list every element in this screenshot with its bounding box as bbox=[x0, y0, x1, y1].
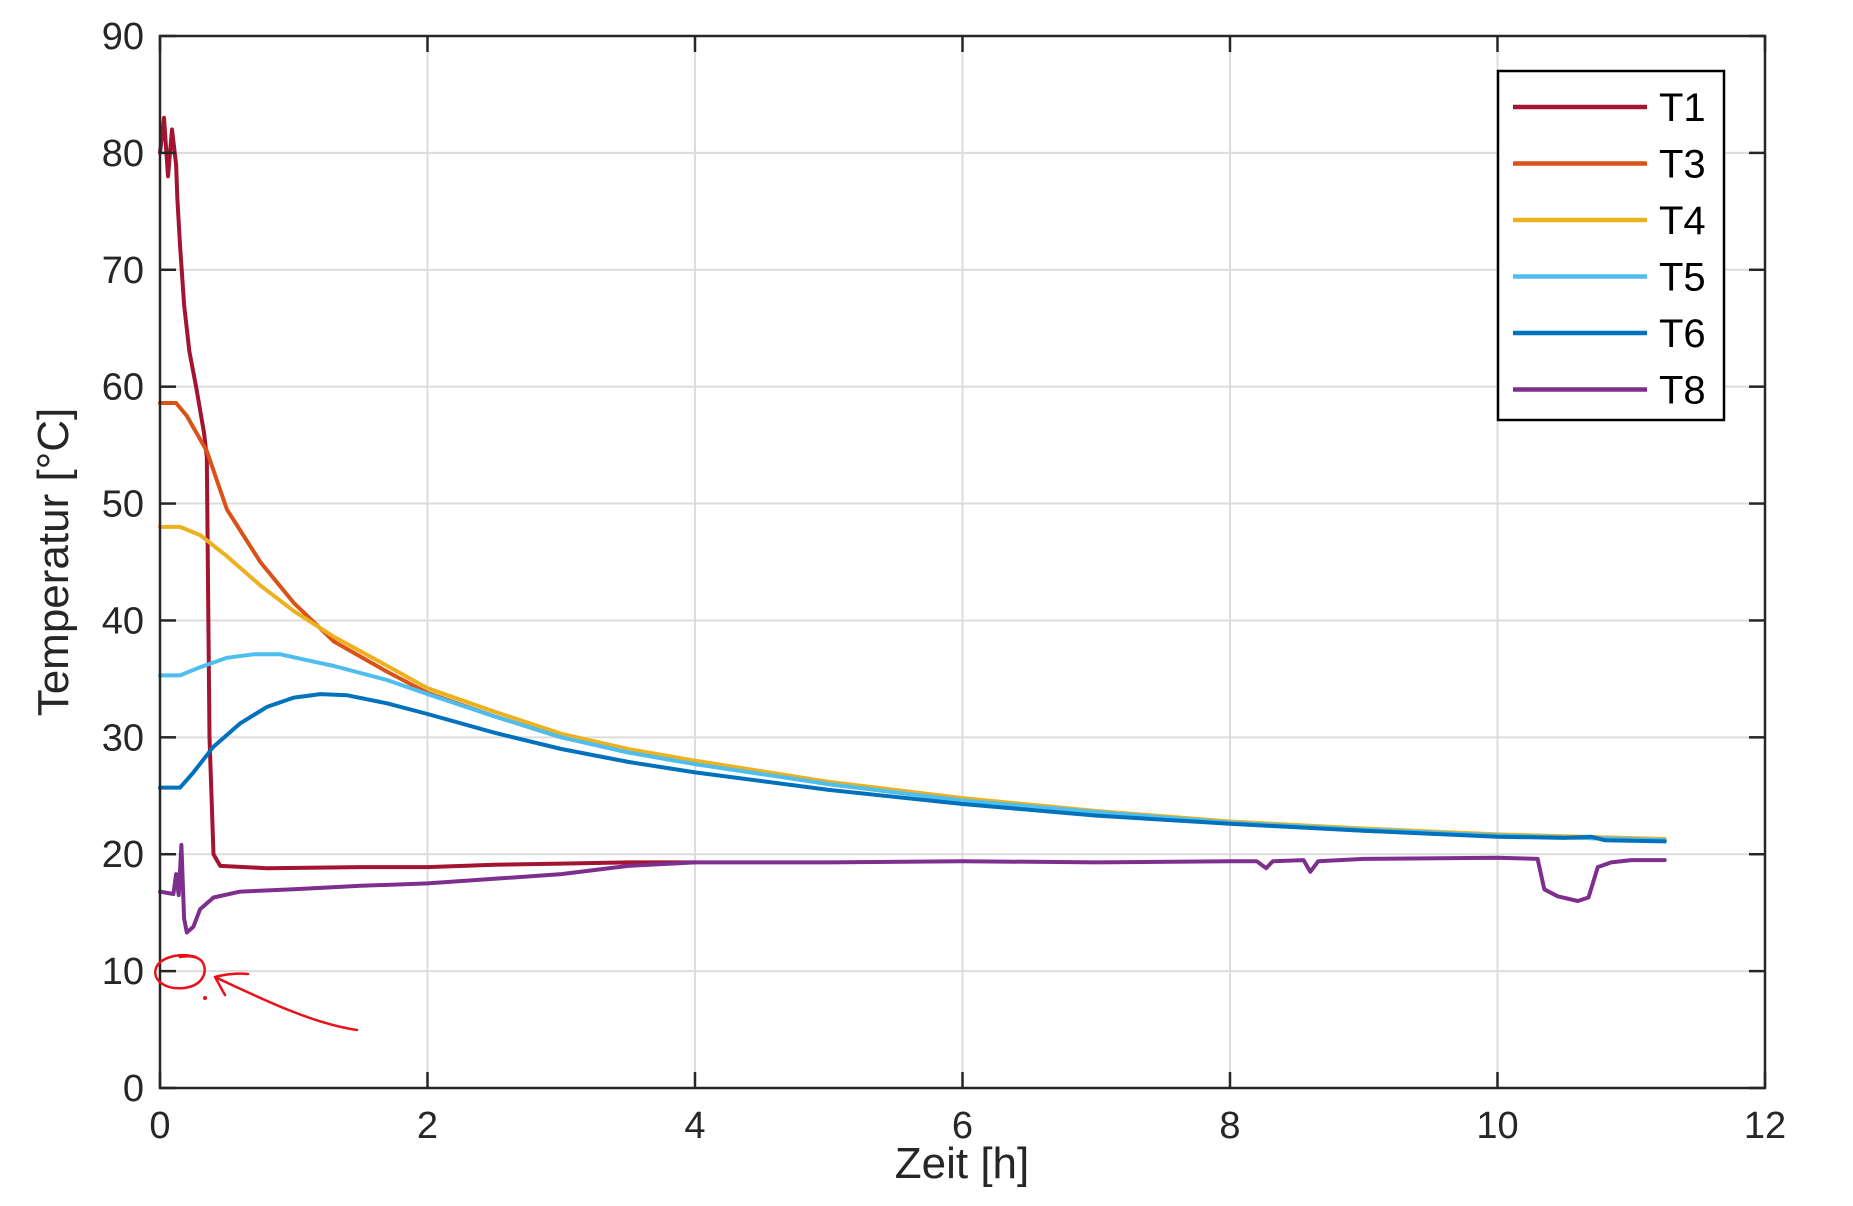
x-tick-label: 8 bbox=[1219, 1105, 1240, 1147]
x-tick-label: 0 bbox=[149, 1105, 170, 1147]
y-tick-label: 60 bbox=[102, 367, 144, 409]
x-tick-label: 12 bbox=[1744, 1105, 1786, 1147]
legend-box bbox=[1496, 69, 1726, 422]
y-tick-label: 50 bbox=[102, 484, 144, 526]
x-tick-label: 6 bbox=[952, 1105, 973, 1147]
legend: T1 T3 T4 T5 T6 T8 bbox=[1496, 69, 1726, 422]
annotation-dot bbox=[203, 996, 207, 1000]
legend-label-t1: T1 bbox=[1659, 86, 1706, 130]
legend-entries: T1 T3 T4 T5 T6 T8 bbox=[1513, 86, 1706, 413]
legend-label-t5: T5 bbox=[1659, 256, 1706, 300]
y-tick-label: 20 bbox=[102, 834, 144, 876]
y-tick-label: 80 bbox=[102, 133, 144, 175]
tick-labels: 0 2 4 6 8 10 12 0 10 20 30 40 50 60 70 80 90 bbox=[102, 16, 1786, 1147]
series-line-t8 bbox=[158, 842, 1667, 935]
y-tick-label: 40 bbox=[102, 600, 144, 642]
legend-label-t8: T8 bbox=[1659, 369, 1706, 413]
y-tick-label: 0 bbox=[123, 1068, 144, 1110]
legend-label-t6: T6 bbox=[1659, 312, 1706, 356]
series-layer bbox=[158, 115, 1667, 935]
y-axis-label: Temperatur [°C] bbox=[29, 408, 78, 717]
axis-ticks bbox=[158, 34, 1767, 1090]
y-tick-label: 90 bbox=[102, 16, 144, 58]
x-axis-label: Zeit [h] bbox=[895, 1139, 1030, 1188]
annotation-arrow bbox=[213, 972, 359, 1032]
x-tick-label: 2 bbox=[417, 1105, 438, 1147]
annotation-circle bbox=[154, 953, 206, 990]
y-tick-label: 10 bbox=[102, 951, 144, 993]
legend-label-t4: T4 bbox=[1659, 199, 1706, 243]
legend-label-t3: T3 bbox=[1659, 143, 1706, 187]
y-tick-label: 70 bbox=[102, 250, 144, 292]
y-tick-label: 30 bbox=[102, 717, 144, 759]
series-line-t6 bbox=[158, 692, 1667, 844]
hand-drawn-annotation bbox=[154, 953, 359, 1032]
x-tick-label: 10 bbox=[1476, 1105, 1518, 1147]
x-tick-label: 4 bbox=[684, 1105, 705, 1147]
